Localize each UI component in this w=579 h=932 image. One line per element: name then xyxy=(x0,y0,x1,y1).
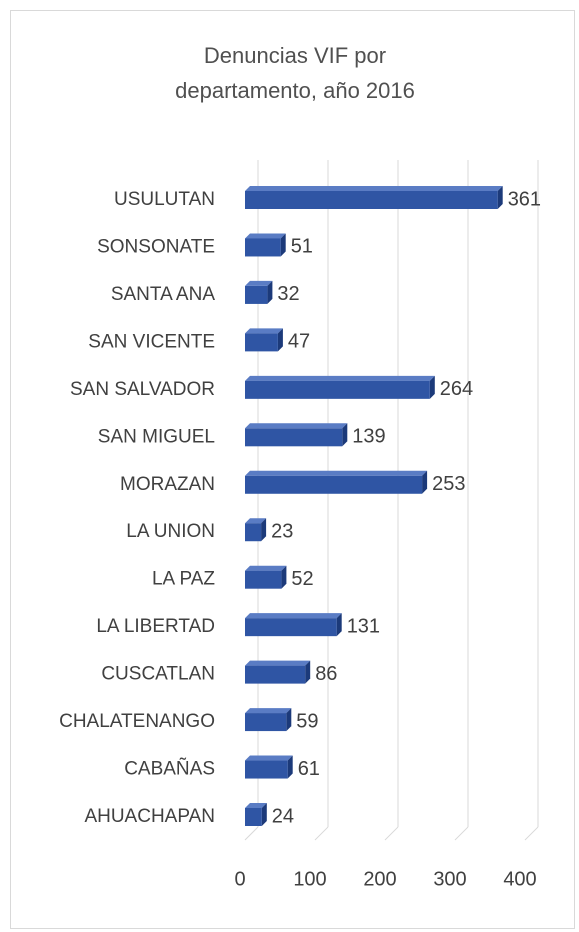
bar-top xyxy=(245,280,273,286)
bar-top xyxy=(245,803,267,808)
bar-side xyxy=(336,613,342,637)
y-tick-label: LA UNION xyxy=(126,521,215,542)
y-tick-label: SANTA ANA xyxy=(111,284,216,305)
bar xyxy=(245,428,343,447)
value-label: 51 xyxy=(291,236,313,258)
bar-top xyxy=(245,186,503,191)
y-tick-label: USULUTAN xyxy=(114,189,215,210)
value-label: 139 xyxy=(352,426,385,448)
value-label: 131 xyxy=(347,615,380,637)
value-label: 253 xyxy=(432,473,465,495)
grid-floor xyxy=(244,826,259,841)
bar-top xyxy=(245,423,348,429)
y-tick-label: SAN VICENTE xyxy=(88,331,215,352)
bar xyxy=(245,713,287,732)
bar xyxy=(245,380,430,399)
bar-side xyxy=(261,803,267,826)
y-tick-label: AHUACHAPAN xyxy=(84,806,215,827)
bar-side xyxy=(429,375,435,399)
bar-side xyxy=(287,755,293,779)
bar-top xyxy=(245,470,428,476)
bar-side xyxy=(286,708,292,732)
bar xyxy=(245,618,337,637)
y-tick-label: LA PAZ xyxy=(152,569,215,590)
grid-floor xyxy=(384,826,399,841)
value-label: 361 xyxy=(508,188,541,210)
x-tick-label: 0 xyxy=(234,868,245,890)
value-label: 86 xyxy=(315,663,337,685)
y-tick-label: SAN SALVADOR xyxy=(70,379,215,400)
bar xyxy=(245,285,268,304)
x-tick-label: 300 xyxy=(433,868,466,890)
bar-top xyxy=(245,233,286,239)
bar-side xyxy=(305,660,311,684)
grid-floor xyxy=(524,826,539,841)
bar-side xyxy=(497,186,503,209)
bar-top xyxy=(245,708,292,714)
bar-top xyxy=(245,613,342,619)
bar xyxy=(245,191,498,209)
value-label: 32 xyxy=(277,283,299,305)
chart-border xyxy=(10,10,575,929)
y-tick-label: CHALATENANGO xyxy=(59,711,215,732)
value-label: 61 xyxy=(298,758,320,780)
value-label: 59 xyxy=(296,710,318,732)
value-label: 52 xyxy=(291,568,313,590)
y-tick-label: CUSCATLAN xyxy=(101,664,215,685)
bar xyxy=(245,475,423,494)
grid-floor xyxy=(314,826,329,841)
bar-side xyxy=(281,565,287,589)
value-label: 264 xyxy=(440,378,473,400)
bar-side xyxy=(422,470,428,494)
bar-side xyxy=(267,280,273,304)
bar xyxy=(245,808,262,826)
bar xyxy=(245,333,278,352)
bar-top xyxy=(245,375,435,381)
bar-top xyxy=(245,660,311,666)
x-tick-label: 200 xyxy=(363,868,396,890)
y-tick-label: SONSONATE xyxy=(97,236,215,257)
value-label: 47 xyxy=(288,331,310,353)
grid-floor xyxy=(454,826,469,841)
x-tick-label: 100 xyxy=(293,868,326,890)
bar-side xyxy=(280,233,286,257)
bar-top xyxy=(245,328,283,334)
bar xyxy=(245,523,262,542)
y-tick-label: LA LIBERTAD xyxy=(96,616,215,637)
x-tick-label: 400 xyxy=(503,868,536,890)
y-tick-label: MORAZAN xyxy=(120,474,215,495)
bar-side xyxy=(261,518,267,542)
value-label: 24 xyxy=(272,805,294,827)
bar xyxy=(245,570,282,589)
bar-side xyxy=(342,423,348,447)
chart-title: Denuncias VIF por departamento, año 2016 xyxy=(175,43,415,103)
y-tick-label: SAN MIGUEL xyxy=(98,426,215,447)
bar xyxy=(245,665,306,684)
y-tick-label: CABAÑAS xyxy=(124,758,215,780)
value-label: 23 xyxy=(271,521,293,543)
bar xyxy=(245,238,281,257)
bar xyxy=(245,760,288,779)
bar-top xyxy=(245,755,293,761)
bar-top xyxy=(245,518,267,524)
bar-side xyxy=(277,328,283,352)
bar-top xyxy=(245,565,287,571)
